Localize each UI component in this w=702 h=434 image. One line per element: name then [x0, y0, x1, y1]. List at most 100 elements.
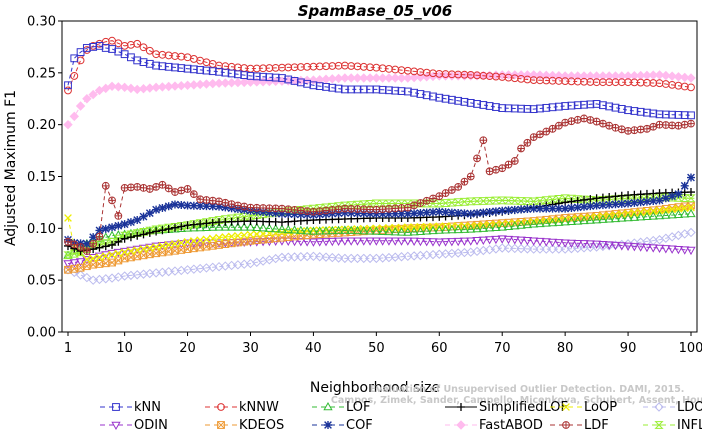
- data-point: [164, 247, 173, 256]
- legend: kNN kNNW LOF SimplifiedLOF LoOP LDOF ODIN KDEOS…: [100, 400, 702, 433]
- data-point: [410, 88, 419, 97]
- data-point: [567, 117, 576, 126]
- data-point: [183, 201, 192, 210]
- data-point: [466, 197, 476, 206]
- data-point: [76, 48, 85, 57]
- data-point: [649, 79, 658, 87]
- data-point: [422, 91, 431, 100]
- data-point: [403, 227, 413, 236]
- data-point: [334, 225, 343, 234]
- legend-marker: [457, 403, 465, 411]
- data-point: [529, 133, 538, 142]
- data-point: [158, 62, 167, 71]
- data-point: [642, 243, 652, 253]
- data-point: [510, 196, 520, 205]
- data-point: [328, 62, 337, 70]
- data-point: [636, 207, 645, 216]
- data-point: [636, 107, 645, 116]
- data-point: [440, 199, 451, 207]
- data-point: [598, 201, 607, 210]
- data-point: [189, 190, 198, 199]
- data-point: [409, 227, 419, 236]
- data-point: [428, 208, 437, 217]
- data-point: [69, 259, 79, 268]
- data-point: [290, 77, 299, 85]
- data-point: [340, 85, 349, 94]
- legend-item-kdeos: KDEOS: [205, 418, 284, 433]
- data-point: [460, 70, 469, 79]
- data-point: [528, 244, 539, 254]
- legend-marker: [562, 421, 570, 429]
- data-point: [177, 201, 186, 210]
- data-point: [259, 72, 267, 81]
- data-point: [82, 94, 92, 104]
- x-tick-label: 100: [679, 341, 702, 356]
- x-tick-label: 60: [431, 341, 448, 356]
- data-point: [547, 195, 558, 204]
- series-line: [67, 207, 692, 260]
- data-point: [643, 124, 651, 133]
- data-point: [655, 196, 664, 205]
- data-point: [503, 221, 514, 230]
- data-point: [391, 204, 400, 213]
- data-point: [352, 225, 363, 235]
- data-point: [234, 201, 242, 210]
- data-point: [447, 95, 456, 104]
- data-point: [283, 224, 293, 234]
- data-point: [403, 237, 413, 246]
- data-point: [89, 254, 98, 263]
- legend-marker: [217, 421, 225, 429]
- data-point: [133, 39, 142, 48]
- data-point: [535, 204, 544, 213]
- data-point: [377, 226, 388, 235]
- data-point: [686, 246, 696, 256]
- data-point: [189, 237, 198, 245]
- data-point: [245, 77, 256, 87]
- data-point: [674, 111, 683, 119]
- legend-item-loop: LoOP: [550, 400, 617, 415]
- data-point: [673, 230, 684, 241]
- data-point: [585, 240, 595, 249]
- data-point: [333, 237, 344, 247]
- axis-ticks: 1 10 20 30 40 50 60 70 80 90 100 0.00 0.05 0.10 0.15 0.…: [27, 15, 702, 357]
- data-point: [89, 43, 98, 51]
- data-point: [378, 199, 388, 208]
- data-point: [623, 212, 633, 222]
- data-point: [624, 78, 632, 87]
- data-point: [680, 181, 689, 190]
- data-point: [529, 76, 538, 84]
- data-point: [177, 64, 186, 72]
- data-point: [536, 104, 544, 113]
- data-point: [145, 185, 154, 193]
- data-point: [466, 172, 475, 181]
- data-point: [309, 226, 318, 235]
- data-point: [503, 235, 514, 245]
- data-point: [522, 237, 533, 246]
- data-point: [215, 197, 223, 206]
- data-point: [630, 208, 639, 217]
- data-point: [352, 237, 363, 246]
- data-point: [636, 198, 645, 207]
- data-point: [334, 61, 343, 70]
- data-point: [83, 255, 91, 264]
- data-point: [89, 260, 98, 269]
- data-point: [586, 195, 595, 204]
- data-point: [371, 73, 382, 83]
- data-point: [547, 217, 558, 227]
- data-point: [113, 248, 123, 258]
- data-point: [440, 238, 451, 247]
- data-point: [309, 81, 318, 90]
- data-point: [246, 203, 255, 212]
- data-point: [240, 231, 249, 240]
- data-point: [277, 224, 287, 233]
- legend-item-inflo: INFLO: [643, 418, 702, 433]
- data-point: [359, 226, 369, 235]
- data-point: [152, 243, 160, 251]
- data-point: [328, 83, 337, 92]
- data-point: [642, 211, 652, 221]
- data-point: [290, 210, 299, 219]
- data-point: [554, 244, 564, 254]
- data-point: [114, 249, 123, 258]
- legend-item-ldof: LDOF: [643, 400, 702, 415]
- data-point: [661, 70, 671, 81]
